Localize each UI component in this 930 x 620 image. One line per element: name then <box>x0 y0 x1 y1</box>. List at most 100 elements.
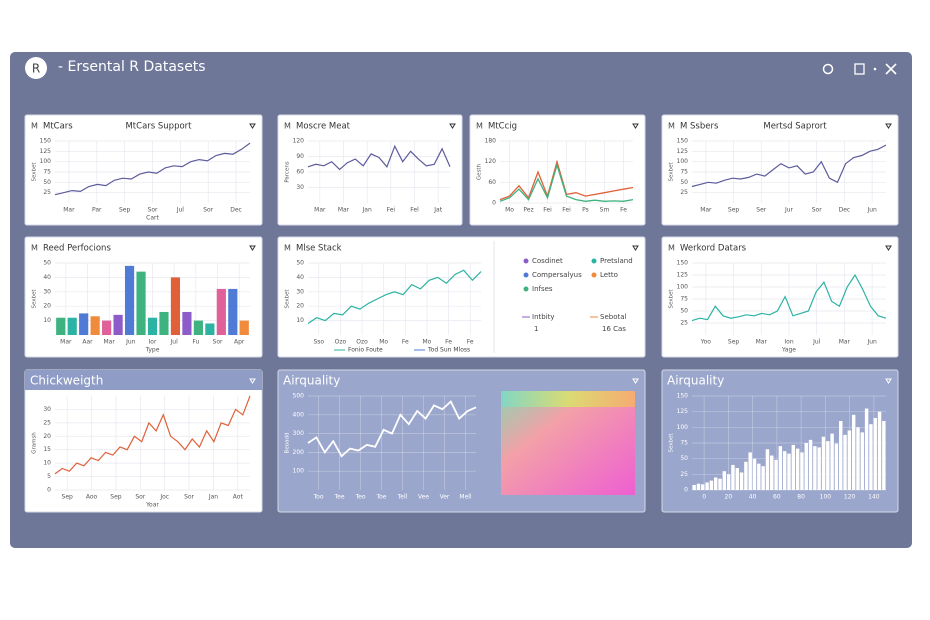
panel-title: Reed Perfocions <box>43 244 111 254</box>
y-tick-label: 25 <box>680 471 688 478</box>
x-tick-label: 0 <box>702 494 706 501</box>
y-tick-label: 120 <box>293 138 305 145</box>
x-tick-label: Teo <box>354 494 365 501</box>
bar <box>856 427 860 490</box>
y-tick-label: 30 <box>296 288 304 295</box>
legend-label: Compersalyus <box>532 271 582 279</box>
x-tick-label: Sep <box>728 339 740 346</box>
x-tick-label: Apr <box>234 339 245 346</box>
panel-title: MtCars <box>43 122 73 132</box>
bar <box>739 472 744 490</box>
x-tick-label: Aot <box>233 494 244 501</box>
y-tick-label: 125 <box>677 408 689 415</box>
bar <box>147 317 158 335</box>
bar <box>877 411 882 490</box>
x-tick-label: Joc <box>159 494 169 501</box>
x-tick-label: Jat <box>433 207 442 214</box>
dropdown <box>449 123 456 129</box>
y-tick-label: 100 <box>677 424 689 431</box>
y-tick-label: 50 <box>680 179 688 186</box>
x-tick-label: Sor <box>135 494 145 501</box>
panel-badge: M <box>31 244 38 253</box>
help-button[interactable] <box>822 63 834 75</box>
y-axis-label: Beoadd <box>285 433 291 454</box>
line <box>307 144 451 171</box>
line <box>307 269 482 324</box>
menu-dot[interactable] <box>873 67 877 71</box>
close-button[interactable] <box>885 63 897 75</box>
bar <box>847 430 852 490</box>
x-tick-label: Fel <box>410 207 419 214</box>
gradient-map <box>501 391 635 495</box>
line <box>691 144 887 188</box>
panel <box>661 236 899 358</box>
bar <box>839 421 843 490</box>
x-tick-label: Fe <box>620 207 627 214</box>
x-tick-label: Ion <box>784 339 793 346</box>
panel-subtitle: Mertsd Saprort <box>763 122 827 132</box>
y-tick-label: 120 <box>485 158 497 165</box>
y-axis-label: Parcens <box>285 161 291 182</box>
x-tick-label: Mo <box>379 339 388 346</box>
footer-label: Tod Sun Mloss <box>427 347 470 354</box>
x-tick-label: Mar <box>314 207 326 214</box>
bar <box>830 433 834 490</box>
y-tick-label: 40 <box>43 274 51 281</box>
y-axis-label: Sexbet <box>669 433 675 453</box>
bar <box>709 480 714 490</box>
bar <box>800 452 804 490</box>
panel <box>661 369 899 513</box>
bar <box>67 317 77 335</box>
line <box>499 162 634 202</box>
x-tick-label: Jan <box>362 207 372 214</box>
dropdown <box>885 378 892 384</box>
panel-badge: M <box>284 244 291 253</box>
bar <box>864 408 869 490</box>
x-tick-label: Mell <box>459 494 472 501</box>
bar <box>713 477 718 490</box>
bar <box>228 288 238 335</box>
bar <box>113 314 123 335</box>
y-tick-label: 10 <box>43 460 51 467</box>
x-tick-label: 140 <box>868 494 880 501</box>
bar <box>757 463 761 490</box>
x-tick-label: Sor <box>812 207 822 214</box>
legend-label: Infses <box>532 285 553 293</box>
x-tick-label: Mar <box>839 339 851 346</box>
y-axis-label: Sexbet <box>669 162 675 182</box>
x-axis-label: Type <box>145 347 160 354</box>
bar <box>102 320 112 335</box>
y-tick-label: 0 <box>684 487 688 494</box>
x-tick-label: Tee <box>333 494 344 501</box>
panel-title: MtCcig <box>488 122 517 132</box>
save-button[interactable] <box>854 63 865 75</box>
panel-badge: M <box>284 122 291 131</box>
bar <box>136 271 146 335</box>
panel <box>24 369 263 513</box>
y-tick-label: 50 <box>43 179 51 186</box>
y-tick-label: 15 <box>43 446 51 453</box>
y-tick-label: 30 <box>43 288 51 295</box>
line <box>54 142 251 196</box>
y-axis-label: Sexbet <box>32 289 38 309</box>
dropdown <box>885 245 892 251</box>
x-tick-label: Ps <box>582 207 589 214</box>
bar <box>873 417 877 490</box>
y-tick-label: 50 <box>680 308 688 315</box>
bar <box>843 434 847 490</box>
y-tick-label: 75 <box>680 296 688 303</box>
y-tick-label: 25 <box>680 320 688 327</box>
line <box>691 273 887 322</box>
y-tick-label: 60 <box>296 169 304 176</box>
x-tick-label: Sm <box>600 207 610 214</box>
bar <box>159 311 169 335</box>
x-tick-label: Mar <box>700 207 712 214</box>
y-tick-label: 100 <box>293 468 305 475</box>
bar <box>882 421 886 490</box>
x-tick-label: 100 <box>820 494 832 501</box>
bar <box>744 461 748 490</box>
x-tick-label: Jan <box>208 494 218 501</box>
y-tick-label: 25 <box>43 189 51 196</box>
x-tick-label: Toe <box>375 494 386 501</box>
bar <box>761 466 765 490</box>
